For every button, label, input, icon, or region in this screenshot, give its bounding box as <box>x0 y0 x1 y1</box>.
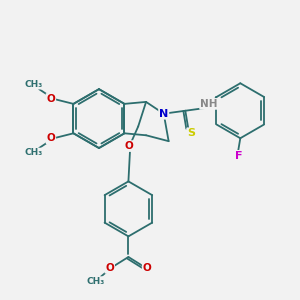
Text: CH₃: CH₃ <box>87 277 105 286</box>
Text: O: O <box>105 263 114 273</box>
Text: NH: NH <box>200 99 218 109</box>
Text: O: O <box>143 263 152 273</box>
Text: S: S <box>187 128 195 138</box>
Text: O: O <box>46 133 55 143</box>
Text: N: N <box>159 109 168 119</box>
Text: CH₃: CH₃ <box>24 148 42 158</box>
Text: F: F <box>235 151 242 161</box>
Text: O: O <box>124 141 133 151</box>
Text: CH₃: CH₃ <box>24 80 42 89</box>
Text: O: O <box>46 94 55 104</box>
